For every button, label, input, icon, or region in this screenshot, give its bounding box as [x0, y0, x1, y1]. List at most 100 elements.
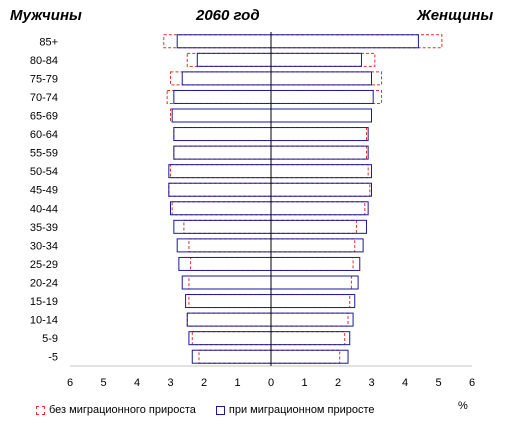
bar-male-with-migration — [168, 164, 272, 179]
bar-female-no-migration — [270, 71, 383, 86]
bar-male-with-migration — [173, 127, 272, 142]
bar-male-with-migration — [191, 349, 272, 364]
age-group-label: 85+ — [39, 36, 58, 48]
chart-title: 2060 год — [196, 7, 260, 24]
age-group-label: 65-69 — [30, 111, 58, 123]
bar-male-no-migration — [183, 219, 272, 234]
bar-female-with-migration — [270, 331, 351, 346]
bar-male-no-migration — [173, 145, 272, 160]
age-group-label: 40-44 — [30, 203, 58, 215]
age-group-label: 50-54 — [30, 166, 58, 178]
x-tick-label: 6 — [469, 377, 475, 389]
bar-female-with-migration — [270, 201, 369, 216]
bar-male-no-migration — [186, 52, 272, 67]
bar-female-no-migration — [270, 201, 366, 216]
age-group-label: 25-29 — [30, 259, 58, 271]
bar-male-with-migration — [178, 256, 272, 271]
age-group-label: 5-9 — [42, 333, 58, 345]
bar-male-with-migration — [176, 34, 272, 49]
x-tick-label: 6 — [67, 377, 73, 389]
bar-male-with-migration — [173, 145, 272, 160]
age-group-label: 30-34 — [30, 240, 58, 252]
bar-female-no-migration — [270, 275, 352, 290]
bar-female-with-migration — [270, 275, 359, 290]
legend-swatch-solid — [215, 405, 225, 415]
legend-swatch-dashed — [36, 405, 45, 415]
x-tick-label: 5 — [435, 377, 441, 389]
bar-female-no-migration — [270, 312, 349, 327]
x-tick-label: 1 — [301, 377, 307, 389]
bar-male-with-migration — [176, 238, 272, 253]
bar-male-with-migration — [181, 71, 272, 86]
bar-female-no-migration — [270, 34, 443, 49]
legend: без миграционного прироста при миграцион… — [36, 404, 375, 416]
x-tick-label: 4 — [402, 377, 408, 389]
x-tick-label: 2 — [335, 377, 341, 389]
bar-male-no-migration — [170, 164, 272, 179]
age-group-label: 10-14 — [30, 315, 58, 327]
age-group-label: 60-64 — [30, 129, 58, 141]
bar-male-no-migration — [188, 294, 272, 309]
age-group-label: 20-24 — [30, 278, 58, 290]
bar-male-no-migration — [198, 349, 272, 364]
bar-male-with-migration — [170, 201, 272, 216]
bar-female-no-migration — [270, 182, 371, 197]
age-group-label: 80-84 — [30, 55, 58, 67]
bar-female-with-migration — [270, 164, 372, 179]
x-tick-label: 4 — [134, 377, 140, 389]
bar-female-with-migration — [270, 34, 419, 49]
bar-male-no-migration — [190, 256, 272, 271]
right-side-label: Женщины — [417, 7, 494, 24]
bar-male-with-migration — [181, 275, 272, 290]
bar-male-with-migration — [196, 52, 272, 67]
age-group-label: -5 — [48, 352, 58, 364]
age-group-label: 35-39 — [30, 222, 58, 234]
bar-female-no-migration — [270, 219, 357, 234]
bar-male-with-migration — [186, 312, 272, 327]
bar-male-no-migration — [170, 71, 272, 86]
bar-female-with-migration — [270, 294, 356, 309]
x-tick-label: 3 — [167, 377, 173, 389]
bar-female-with-migration — [270, 182, 372, 197]
age-group-label: 15-19 — [30, 296, 58, 308]
bar-male-no-migration — [191, 331, 272, 346]
bar-male-no-migration — [188, 275, 272, 290]
x-tick-label: 5 — [100, 377, 106, 389]
x-tick-label: 0 — [268, 377, 274, 389]
legend-label: при миграционном приросте — [228, 404, 375, 416]
bar-male-no-migration — [173, 127, 272, 142]
bar-male-no-migration — [171, 201, 272, 216]
bar-female-with-migration — [270, 89, 374, 104]
bar-female-with-migration — [270, 108, 372, 123]
bar-male-no-migration — [186, 312, 272, 327]
bar-female-with-migration — [270, 127, 369, 142]
bar-female-no-migration — [270, 108, 372, 123]
bar-female-no-migration — [270, 256, 354, 271]
age-group-label: 75-79 — [30, 73, 58, 85]
bar-male-with-migration — [173, 219, 272, 234]
bar-female-no-migration — [270, 349, 341, 364]
unit-label: % — [458, 400, 468, 412]
age-group-label: 70-74 — [30, 92, 58, 104]
bar-female-with-migration — [270, 238, 364, 253]
bar-female-no-migration — [270, 238, 356, 253]
legend-item-no-migration: без миграционного прироста — [36, 404, 196, 416]
legend-item-with-migration: при миграционном приросте — [215, 404, 375, 416]
bar-female-with-migration — [270, 312, 354, 327]
bar-female-no-migration — [270, 52, 376, 67]
bar-female-with-migration — [270, 145, 369, 160]
x-tick-label: 1 — [234, 377, 240, 389]
bar-female-no-migration — [270, 294, 351, 309]
bar-male-no-migration — [166, 89, 272, 104]
bar-female-with-migration — [270, 349, 349, 364]
age-group-label: 45-49 — [30, 185, 58, 197]
bar-female-with-migration — [270, 219, 367, 234]
bar-male-no-migration — [170, 108, 272, 123]
bar-female-no-migration — [270, 89, 383, 104]
bar-male-with-migration — [173, 89, 272, 104]
bar-male-no-migration — [163, 34, 272, 49]
legend-label: без миграционного прироста — [49, 404, 196, 416]
bar-female-with-migration — [270, 71, 372, 86]
bar-male-with-migration — [185, 294, 272, 309]
